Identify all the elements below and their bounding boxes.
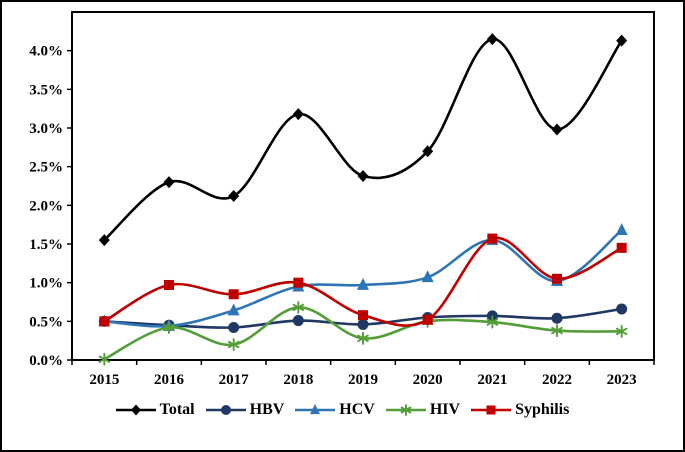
point-total-2023 [616, 34, 628, 47]
point-total-2018 [292, 108, 304, 121]
point-total-2015 [98, 234, 110, 247]
legend-item-hiv: HIV [385, 401, 461, 419]
point-syphilis-2015 [99, 316, 110, 327]
y-tick-label: 2.0% [29, 198, 63, 214]
point-hbv-2022 [551, 312, 563, 324]
y-tick-label: 3.5% [29, 82, 63, 98]
point-total-2017 [228, 190, 240, 203]
point-total-2016 [163, 176, 175, 189]
y-tick-label: 3.0% [29, 121, 63, 137]
legend-swatch-hcv-icon [295, 404, 336, 415]
point-total-2022 [551, 123, 563, 136]
point-syphilis-2023 [616, 242, 627, 253]
legend-item-hcv: HCV [295, 401, 375, 419]
chart-legend: Total HBV HCV HIV Syphilis [2, 401, 683, 419]
point-hiv-2021 [486, 315, 499, 329]
plot-border [71, 11, 655, 361]
legend-item-hbv: HBV [205, 401, 285, 419]
point-hbv-2019 [357, 318, 369, 330]
legend-marker-hiv-icon [400, 404, 412, 416]
point-syphilis-2019 [358, 310, 368, 321]
point-syphilis-2020 [422, 314, 433, 325]
legend-item-syphilis: Syphilis [471, 401, 569, 419]
legend-label-hbv: HBV [249, 401, 285, 418]
legend-item-total: Total [115, 401, 195, 419]
y-tick-label: 1.0% [29, 276, 63, 292]
legend-label-total: Total [159, 401, 195, 418]
point-hcv-2020 [421, 270, 434, 283]
point-syphilis-2017 [228, 289, 239, 300]
point-syphilis-2021 [487, 233, 498, 244]
x-tick-label: 2017 [219, 372, 250, 388]
point-total-2019 [357, 169, 369, 182]
legend-swatch-hiv-icon [385, 404, 426, 416]
point-hiv-2015 [98, 352, 111, 366]
legend-marker-total-icon [130, 404, 141, 416]
y-tick-label: 1.5% [29, 237, 63, 253]
legend-label-hcv: HCV [339, 401, 375, 418]
x-tick-label: 2023 [607, 372, 637, 388]
point-syphilis-2016 [164, 279, 174, 290]
point-hiv-2019 [357, 331, 369, 345]
y-tick-label: 4.0% [29, 44, 63, 60]
x-tick-label: 2021 [477, 372, 507, 388]
legend-swatch-hbv-icon [205, 405, 246, 415]
point-hiv-2018 [292, 300, 305, 314]
point-hcv-2023 [615, 223, 628, 235]
point-hbv-2018 [292, 315, 304, 327]
series-line-hcv [103, 228, 623, 328]
point-hiv-2017 [227, 338, 240, 351]
legend-swatch-syphilis-icon [471, 405, 512, 415]
x-tick-label: 2019 [348, 372, 378, 388]
point-hbv-2017 [228, 322, 240, 334]
x-tick-label: 2020 [413, 372, 443, 388]
legend-label-syphilis: Syphilis [515, 401, 570, 418]
point-syphilis-2018 [293, 277, 304, 288]
point-total-2021 [486, 33, 498, 46]
point-hbv-2023 [616, 303, 628, 315]
legend-marker-hbv-icon [220, 405, 231, 415]
x-tick-label: 2022 [542, 372, 572, 388]
point-hiv-2023 [615, 324, 628, 338]
x-tick-label: 2016 [154, 372, 185, 388]
legend-marker-hcv-icon [310, 404, 321, 415]
legend-label-hiv: HIV [429, 401, 461, 418]
y-tick-label: 0.0% [29, 353, 63, 369]
point-hcv-2019 [357, 277, 369, 290]
point-hiv-2016 [163, 321, 175, 334]
point-total-2020 [422, 145, 434, 158]
series-line-total [103, 37, 623, 242]
point-syphilis-2022 [552, 273, 562, 284]
point-hiv-2022 [551, 324, 563, 338]
x-tick-label: 2018 [283, 372, 313, 388]
y-tick-label: 0.5% [29, 314, 63, 330]
legend-marker-syphilis-icon [486, 405, 496, 415]
y-tick-label: 2.5% [29, 160, 63, 176]
line-chart-plot: 0.0% 0.5% 1.0% 1.5% 2.0% 2.5% 3.0% 3.5% 4.0% 2015… [29, 11, 655, 388]
x-tick-label: 2015 [89, 372, 119, 388]
legend-swatch-total-icon [115, 404, 156, 416]
point-hcv-2017 [227, 303, 240, 316]
